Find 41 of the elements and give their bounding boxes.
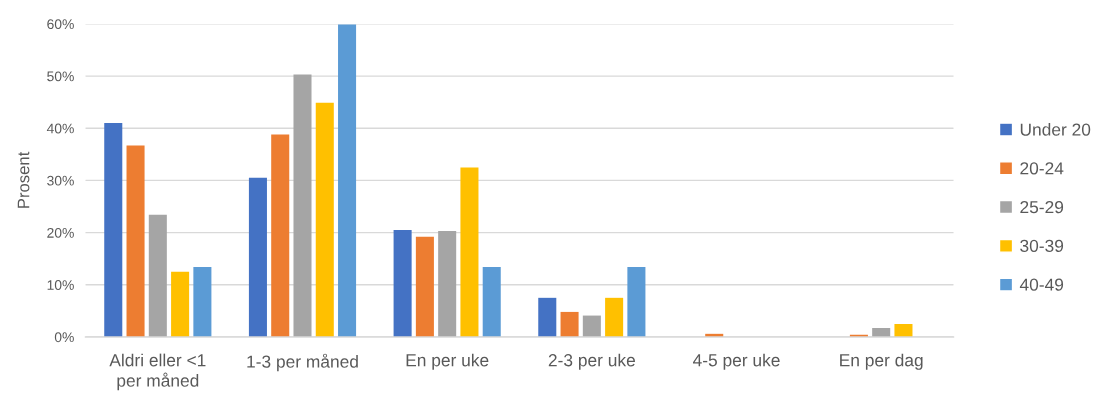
x-tick-label: Aldri eller <1 per måned <box>109 353 206 391</box>
bar <box>338 24 357 337</box>
y-tick-label: 60% <box>47 19 74 30</box>
legend-label: 30-39 <box>1020 239 1064 253</box>
y-tick-label: 10% <box>47 280 74 290</box>
y-tick-label: 40% <box>46 123 74 134</box>
y-tick-label: 0% <box>54 332 74 343</box>
bar <box>582 315 601 337</box>
x-tick-label: 2-3 per uke <box>548 353 635 370</box>
bar <box>148 214 167 337</box>
bar <box>560 311 579 337</box>
bar <box>126 145 145 337</box>
y-axis-title: Prosent <box>17 151 30 208</box>
legend-label: 40-49 <box>1019 278 1064 291</box>
legend-label: 20-24 <box>1020 162 1064 175</box>
legend-label: Under 20 <box>1020 123 1091 136</box>
y-tick-label: 30% <box>47 175 74 186</box>
legend-label: 25-29 <box>1020 200 1064 214</box>
bar <box>482 267 501 337</box>
bar <box>538 297 557 337</box>
x-tick-label: 4-5 per uke <box>693 353 780 370</box>
bar <box>293 74 312 337</box>
bar <box>438 231 457 337</box>
y-tick-label: 20% <box>47 227 74 238</box>
x-tick-label: En per dag <box>840 353 923 370</box>
bar <box>248 177 267 337</box>
bar <box>460 167 479 337</box>
bar <box>627 267 646 337</box>
bar <box>171 271 190 337</box>
bar <box>271 134 290 337</box>
bar <box>393 230 412 337</box>
x-tick-label: 1-3 per måned <box>247 353 358 372</box>
bar <box>872 328 891 337</box>
bar <box>104 123 123 337</box>
x-tick-label: En per uke <box>406 353 489 370</box>
bar <box>894 323 913 337</box>
bar <box>415 236 434 337</box>
y-tick-label: 50% <box>47 71 74 82</box>
bar <box>315 102 334 337</box>
bar <box>193 267 212 337</box>
bar <box>605 297 624 337</box>
